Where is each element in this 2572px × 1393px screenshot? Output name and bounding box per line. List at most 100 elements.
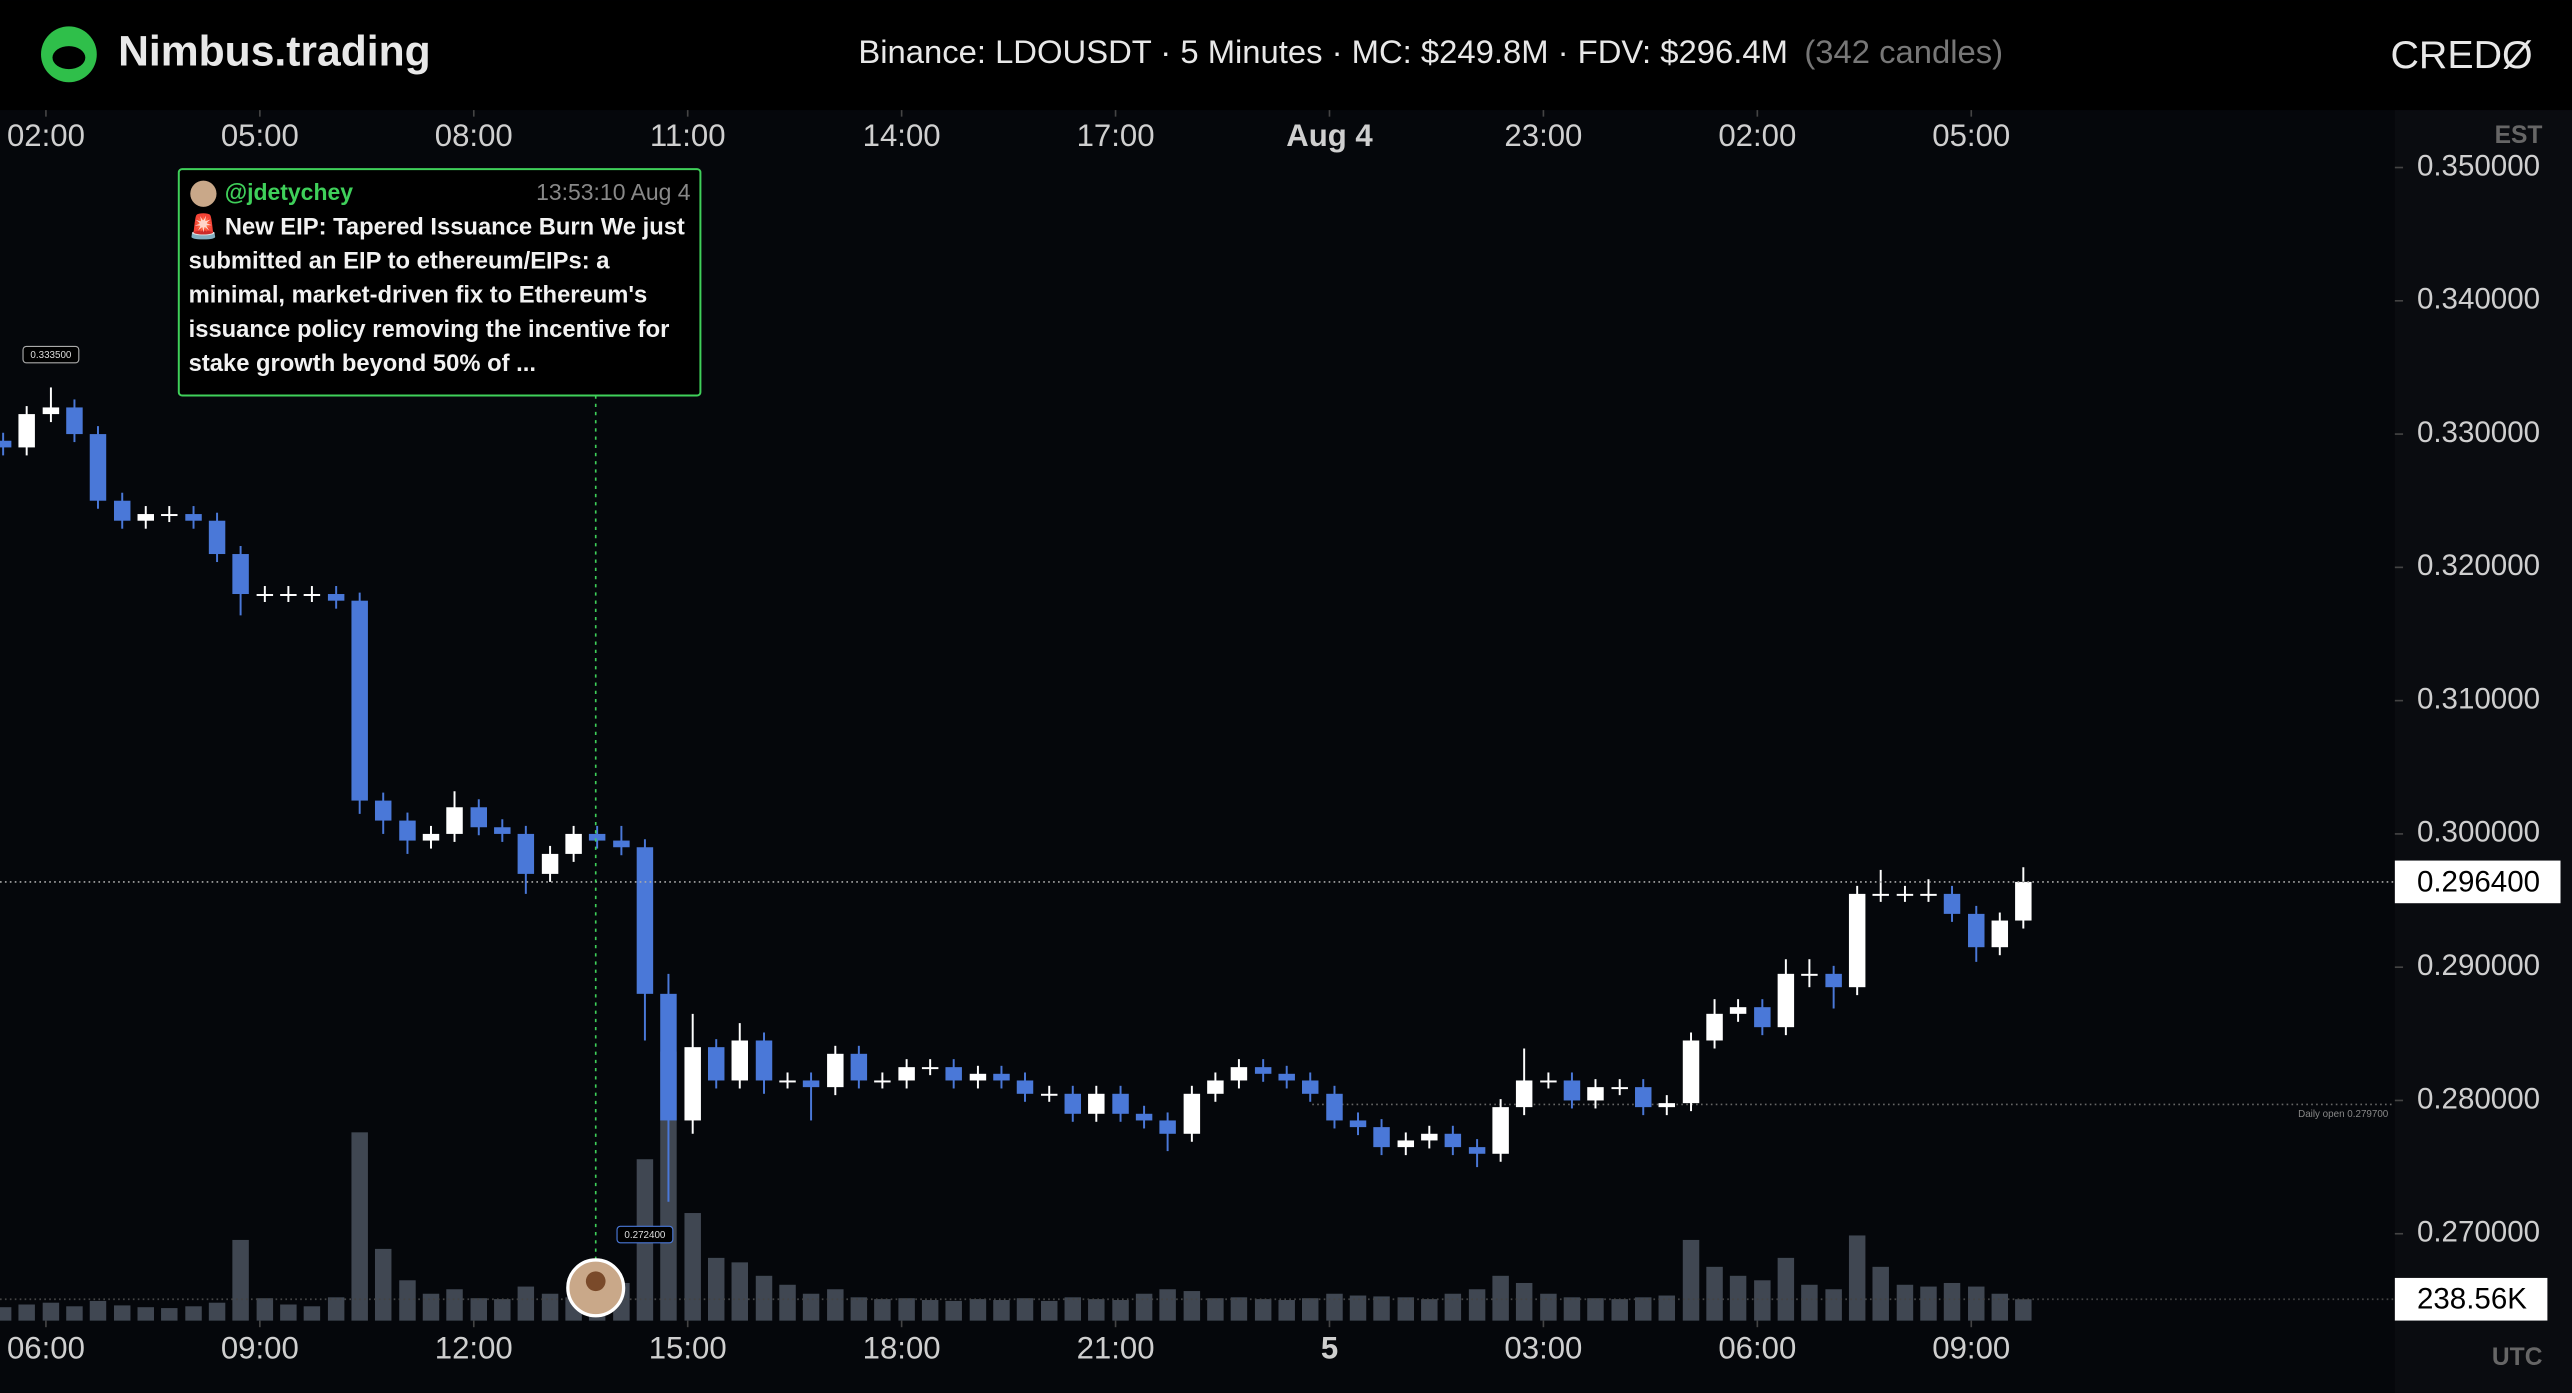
last-volume-tag [2394, 1277, 2548, 1321]
candle-body [1754, 1007, 1771, 1028]
candle-body [588, 833, 606, 841]
volume-bar [969, 1299, 987, 1321]
candle-body [993, 1073, 1010, 1081]
volume-bar [1183, 1291, 1201, 1321]
volume-bar [232, 1239, 249, 1321]
volume-bar [779, 1284, 796, 1321]
candle-body [1777, 973, 1795, 1028]
candle-body [185, 514, 202, 521]
candle-body [1635, 1087, 1652, 1108]
volume-bar [1016, 1298, 1034, 1321]
event-text: submitted an EIP to ethereum/EIPs: a [189, 248, 611, 275]
y-tick-label: 0.290000 [2417, 949, 2540, 982]
volume-bar [1373, 1296, 1390, 1321]
x-tick-label: 03:00 [1504, 1330, 1582, 1365]
volume-bar [1135, 1293, 1153, 1321]
event-handle: @jdetychey [225, 179, 354, 205]
volume-bar [1848, 1235, 1866, 1321]
x-tick-label: 15:00 [649, 1330, 727, 1365]
candle-body [1230, 1067, 1248, 1081]
volume-bar [1872, 1266, 1889, 1321]
candle-body [18, 414, 35, 448]
candle-body [446, 807, 463, 834]
candle-body [1587, 1087, 1604, 1101]
volume-bar [137, 1307, 154, 1321]
candle-body [1301, 1080, 1319, 1094]
volume-bar [374, 1248, 392, 1321]
candle-body [1968, 913, 1985, 948]
y-tick-label: 0.280000 [2417, 1082, 2540, 1115]
candle-body [1825, 973, 1842, 988]
candle-body [660, 993, 677, 1121]
volume-bar [1468, 1289, 1486, 1321]
x-top-tick-label: 05:00 [221, 118, 299, 153]
candle-body [541, 853, 559, 874]
y-tick-label: 0.310000 [2417, 682, 2540, 715]
volume-bar [422, 1293, 440, 1321]
x-top-tick-label: 02:00 [7, 118, 85, 153]
volume-bar [303, 1306, 321, 1321]
volume-bar [351, 1132, 368, 1321]
candle-body [327, 594, 345, 601]
volume-bar [1920, 1286, 1937, 1321]
x-top-tick-label: 02:00 [1718, 118, 1796, 153]
x-top-tick-label: 05:00 [1932, 118, 2010, 153]
candle-body [1444, 1133, 1462, 1148]
candle-body [1254, 1067, 1272, 1074]
candle-body [1016, 1080, 1034, 1094]
volume-bar [1896, 1284, 1914, 1321]
logo-face [52, 46, 86, 70]
volume-bar [42, 1302, 60, 1321]
volume-bar [874, 1299, 891, 1321]
event-avatar-face [585, 1271, 606, 1292]
candle-body [66, 407, 83, 435]
candle-body [1943, 893, 1961, 914]
candle-body [1540, 1080, 1557, 1083]
x-top-tick-label: 23:00 [1504, 118, 1582, 153]
volume-bar [1421, 1299, 1438, 1321]
candle-body [232, 554, 249, 595]
header [0, 0, 2572, 111]
candle-body [1896, 893, 1914, 896]
candle-body [1135, 1113, 1153, 1121]
candle-body [1207, 1080, 1224, 1094]
volume-bar [256, 1298, 274, 1321]
candle-body [636, 847, 654, 994]
high-marker-label: 0.333500 [30, 350, 72, 361]
x-tick-label: 12:00 [435, 1330, 513, 1365]
volume-bar [185, 1306, 202, 1321]
candle-body [1468, 1147, 1486, 1154]
candle-body [494, 827, 511, 834]
last-price-tag [2394, 860, 2561, 904]
event-text: stake growth beyond 50% of ... [189, 350, 536, 377]
candle-body [208, 520, 226, 555]
candle-body [89, 434, 107, 501]
volume-bar [446, 1289, 463, 1321]
volume-bar [1943, 1282, 1961, 1321]
volume-bar [827, 1289, 844, 1321]
volume-bar [0, 1307, 12, 1321]
volume-bar [1777, 1257, 1795, 1321]
candle-body [1492, 1107, 1509, 1154]
event-box [177, 168, 702, 397]
volume-bar [470, 1298, 488, 1321]
x-tick-label: 09:00 [1932, 1330, 2010, 1365]
last-price-label: 0.296400 [2417, 865, 2540, 898]
candle-body [1920, 893, 1937, 896]
x-tick-label: 5 [1321, 1330, 1338, 1365]
volume-bar [1397, 1297, 1415, 1321]
candle-body [1373, 1127, 1390, 1148]
last-volume-label: 238.56K [2417, 1283, 2527, 1316]
volume-bar [1112, 1300, 1129, 1321]
volume-bar [1159, 1289, 1176, 1321]
volume-bar [684, 1213, 701, 1321]
volume-bar [1682, 1239, 1700, 1321]
volume-bar [1278, 1300, 1295, 1321]
candle-body [303, 594, 321, 596]
volume-bar [1444, 1293, 1462, 1321]
candle-body [850, 1053, 868, 1081]
candle-body [1397, 1140, 1415, 1148]
candle-body [1658, 1103, 1676, 1108]
candle-body [351, 600, 368, 801]
volume-bar [1349, 1295, 1367, 1321]
